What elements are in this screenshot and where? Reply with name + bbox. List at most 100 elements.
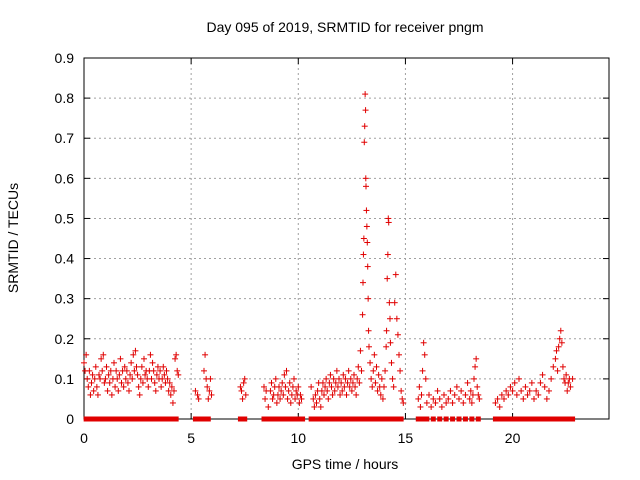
data-point bbox=[520, 395, 527, 402]
data-point bbox=[297, 391, 304, 398]
data-point bbox=[116, 371, 123, 378]
zero-marker bbox=[505, 416, 511, 422]
zero-marker bbox=[205, 416, 211, 422]
zero-marker bbox=[548, 416, 554, 422]
data-point bbox=[157, 367, 164, 374]
data-point bbox=[391, 299, 398, 306]
zero-marker bbox=[169, 416, 175, 422]
data-point bbox=[102, 375, 109, 382]
zero-marker bbox=[398, 416, 404, 422]
data-point bbox=[396, 351, 402, 358]
data-point bbox=[261, 383, 267, 390]
data-point bbox=[557, 327, 564, 334]
data-point bbox=[548, 375, 555, 382]
data-point bbox=[97, 375, 104, 382]
data-point bbox=[88, 379, 95, 386]
zero-marker bbox=[173, 416, 179, 422]
zero-marker bbox=[265, 416, 271, 422]
data-point bbox=[328, 383, 335, 390]
data-point bbox=[441, 391, 447, 398]
data-point bbox=[364, 239, 371, 246]
zero-marker bbox=[561, 416, 567, 422]
zero-marker bbox=[100, 416, 106, 422]
data-point bbox=[360, 251, 367, 258]
x-tick-label: 10 bbox=[290, 430, 306, 446]
data-point bbox=[167, 391, 174, 398]
zero-marker bbox=[321, 416, 327, 422]
zero-marker bbox=[274, 416, 280, 422]
zero-marker bbox=[122, 416, 128, 422]
data-point bbox=[565, 379, 572, 386]
data-point bbox=[418, 391, 425, 398]
zero-marker bbox=[501, 416, 507, 422]
data-point bbox=[87, 391, 94, 398]
data-point bbox=[426, 391, 432, 398]
x-tick-label: 0 bbox=[80, 430, 88, 446]
data-point bbox=[164, 375, 171, 382]
data-point bbox=[111, 359, 117, 366]
zero-marker bbox=[420, 416, 426, 422]
data-point bbox=[343, 391, 350, 398]
zero-marker bbox=[522, 416, 528, 422]
data-point bbox=[356, 379, 363, 386]
data-point bbox=[564, 387, 571, 394]
data-point bbox=[108, 391, 115, 398]
data-point bbox=[295, 383, 302, 390]
y-tick-label: 0 bbox=[66, 411, 74, 427]
data-point bbox=[416, 383, 423, 390]
axis-ticks: 0 0.1 0.2 0.3 0.4 0.5 0.6 0.7 0.8 0.9 0 5 10 15 20 bbox=[55, 50, 609, 446]
data-point bbox=[417, 403, 424, 410]
data-point bbox=[114, 375, 121, 382]
data-point bbox=[277, 395, 284, 402]
y-tick-label: 0.5 bbox=[55, 210, 75, 226]
data-point bbox=[569, 375, 576, 382]
data-point bbox=[136, 391, 143, 398]
zero-marker bbox=[105, 416, 111, 422]
data-point bbox=[535, 391, 542, 398]
data-point bbox=[268, 379, 275, 386]
data-point bbox=[172, 355, 179, 362]
data-point bbox=[472, 363, 479, 370]
data-point bbox=[100, 351, 107, 358]
data-point bbox=[127, 371, 134, 378]
data-point bbox=[503, 387, 510, 394]
data-point bbox=[142, 371, 149, 378]
zero-marker bbox=[278, 416, 284, 422]
zero-marker bbox=[295, 416, 301, 422]
data-point bbox=[415, 395, 422, 402]
zero-marker bbox=[527, 416, 533, 422]
data-point bbox=[237, 383, 244, 390]
data-point bbox=[132, 347, 139, 354]
data-point bbox=[91, 375, 98, 382]
data-point bbox=[92, 363, 99, 370]
data-point bbox=[115, 387, 122, 394]
data-point bbox=[195, 395, 202, 402]
data-point bbox=[282, 383, 289, 390]
data-point bbox=[318, 387, 325, 394]
data-point bbox=[165, 387, 172, 394]
data-point bbox=[507, 383, 514, 390]
zero-marker bbox=[130, 416, 136, 422]
data-point bbox=[310, 395, 317, 402]
data-point bbox=[336, 375, 342, 382]
data-point bbox=[138, 363, 145, 370]
zero-marker bbox=[381, 416, 387, 422]
data-point bbox=[438, 403, 445, 410]
data-point bbox=[145, 383, 152, 390]
data-point bbox=[333, 367, 340, 374]
data-point bbox=[453, 383, 460, 390]
data-point bbox=[112, 383, 119, 390]
data-point bbox=[122, 375, 129, 382]
data-point bbox=[358, 367, 365, 374]
data-point bbox=[174, 367, 181, 374]
data-points bbox=[81, 91, 576, 422]
data-point bbox=[492, 399, 499, 406]
data-point bbox=[308, 383, 315, 390]
data-point bbox=[338, 379, 345, 386]
zero-marker bbox=[394, 416, 400, 422]
y-tick-label: 0.8 bbox=[55, 90, 75, 106]
zero-marker bbox=[152, 416, 158, 422]
data-point bbox=[322, 383, 329, 390]
x-axis-label: GPS time / hours bbox=[292, 456, 399, 472]
data-point bbox=[319, 379, 326, 386]
